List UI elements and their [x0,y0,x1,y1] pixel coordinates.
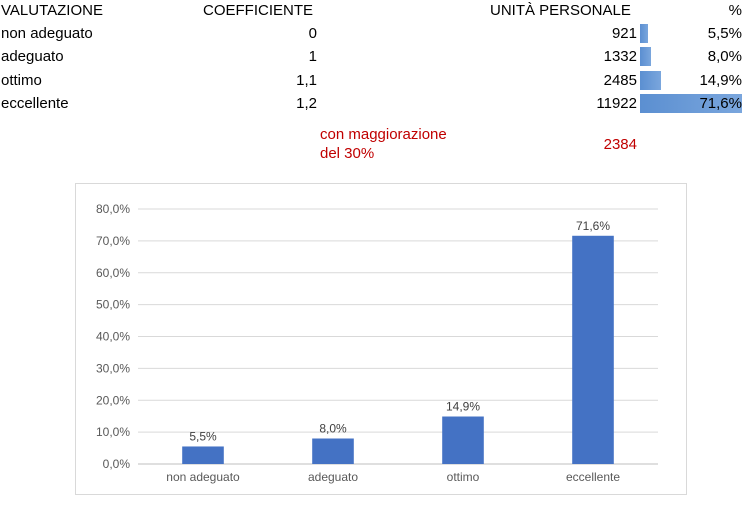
x-tick-label: adeguato [308,470,358,484]
x-tick-label: ottimo [447,470,480,484]
percent-databar [640,24,648,43]
bar [182,446,224,464]
y-tick-label: 10,0% [96,425,130,439]
row-valutazione: eccellente [1,95,69,112]
header-percent: % [728,2,742,19]
row-valutazione: non adeguato [1,25,93,42]
row-percent: 5,5% [707,25,742,42]
y-tick-label: 80,0% [96,202,130,216]
row-unita: 921 [611,25,637,42]
note-line-2: del 30% [320,145,375,162]
bar [572,235,614,464]
percent-databar [640,94,742,113]
header-valutazione: VALUTAZIONE [1,2,103,19]
y-tick-label: 30,0% [96,361,130,375]
note-value: 2384 [603,136,637,153]
y-tick-label: 70,0% [96,234,130,248]
bar-chart: 0,0% 10,0% 20,0% 30,0% 40,0% 50,0% 60,0% 70,0% 8… [96,202,658,484]
row-valutazione: adeguato [1,48,64,65]
y-tick-label: 0,0% [103,457,131,471]
y-tick-label: 20,0% [96,393,130,407]
y-tick-label: 40,0% [96,330,130,344]
header-coefficiente: COEFFICIENTE [203,2,314,19]
row-coefficiente: 0 [308,25,317,42]
bar [312,438,354,464]
row-coefficiente: 1,1 [296,72,317,89]
header-unita-personale: UNITÀ PERSONALE [490,2,631,19]
x-tick-label: eccellente [566,470,620,484]
chart-container: 0,0% 10,0% 20,0% 30,0% 40,0% 50,0% 60,0% 70,0% 8… [75,183,687,495]
row-percent: 14,9% [699,72,742,89]
row-unita: 11922 [596,95,637,112]
row-unita: 2485 [603,72,637,89]
row-percent: 71,6% [699,95,742,112]
data-label: 5,5% [189,429,217,443]
note-line-1: con maggiorazione [320,126,447,143]
data-label: 71,6% [576,219,610,233]
bar [442,416,484,464]
row-unita: 1332 [603,48,637,65]
y-tick-label: 50,0% [96,298,130,312]
row-coefficiente: 1 [308,48,317,65]
percent-databar [640,47,652,66]
data-label: 8,0% [319,422,347,436]
x-tick-label: non adeguato [166,470,240,484]
row-coefficiente: 1,2 [296,95,317,112]
y-tick-label: 60,0% [96,266,130,280]
percent-databar [640,71,662,90]
row-percent: 8,0% [707,48,742,65]
data-label: 14,9% [446,400,480,414]
row-valutazione: ottimo [1,72,42,89]
